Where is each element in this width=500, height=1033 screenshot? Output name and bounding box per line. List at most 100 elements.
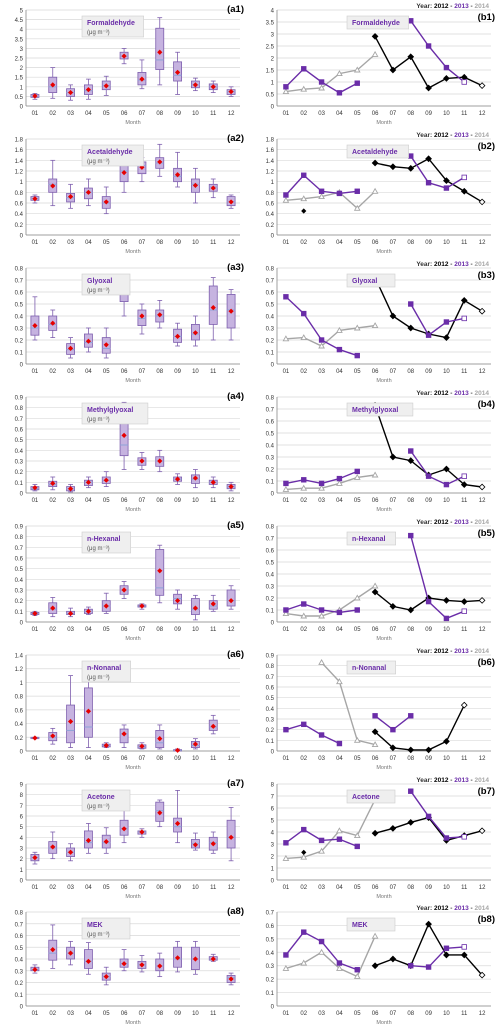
data-point-s2014 xyxy=(353,594,361,601)
x-tick-label: 07 xyxy=(139,756,146,762)
data-point-s2013 xyxy=(461,473,467,479)
x-tick-label: 12 xyxy=(228,1011,235,1017)
data-point-s2013 xyxy=(443,945,450,951)
data-point-s2013 xyxy=(336,960,343,966)
y-tick-label: 1.4 xyxy=(15,654,24,660)
data-point-s2012 xyxy=(389,825,397,832)
x-tick-label: 10 xyxy=(443,885,450,891)
x-tick-label: 08 xyxy=(156,240,163,246)
y-tick-label: 0 xyxy=(20,621,24,627)
data-point-s2012 xyxy=(407,324,415,332)
y-tick-label: 0.7 xyxy=(15,546,24,552)
data-point-s2014 xyxy=(353,832,361,839)
y-tick-label: 0.7 xyxy=(266,537,275,543)
mean-marker xyxy=(210,601,216,607)
x-tick-label: 12 xyxy=(479,369,486,375)
chart-b1: 0 0.5 1 1.5 2 2.5 3 3.5 4 01 02 03 04 05 06 07 08 09 10 11 1… xyxy=(266,3,495,126)
data-point-s2012 xyxy=(478,827,486,835)
chart-b3: 0 0.1 0.2 0.3 0.4 0.5 0.6 0.7 0.8 01 02 03 04 05 06 07 0… xyxy=(266,261,495,384)
unit-label: (μg m⁻³) xyxy=(87,417,110,423)
panel-id-label: (a6) xyxy=(227,649,244,660)
x-tick-label: 08 xyxy=(156,627,163,633)
x-tick-label: 11 xyxy=(210,885,217,891)
compound-name: Acetone xyxy=(87,794,115,801)
y-tick-label: 0.4 xyxy=(15,315,24,321)
mean-marker xyxy=(210,841,216,847)
y-tick-label: 0.5 xyxy=(15,95,24,101)
compound-label: n-Hexanal xyxy=(346,531,397,546)
mean-marker xyxy=(210,956,216,962)
panel-id-label: (b2) xyxy=(478,141,495,152)
series-line-s2014 xyxy=(285,474,376,491)
y-tick-label: 0.3 xyxy=(266,964,275,970)
y-tick-label: 0.6 xyxy=(266,420,275,426)
x-tick-label: 10 xyxy=(443,498,450,504)
mean-marker xyxy=(157,568,163,574)
data-point-s2012 xyxy=(371,33,379,40)
chart-a2: 0 0.2 0.4 0.6 0.8 1 1.2 1.4 1.6 1.8 01 02 03 04 05 06 07… xyxy=(15,133,244,255)
x-tick-label: 12 xyxy=(479,498,486,504)
data-point-s2012 xyxy=(478,307,486,315)
x-tick-label: 08 xyxy=(407,369,414,375)
x-tick-label: 06 xyxy=(372,369,379,375)
y-tick-label: 9 xyxy=(20,783,24,789)
x-tick-label: 02 xyxy=(49,369,56,375)
data-point-s2012 xyxy=(371,588,379,596)
series-line-s2014 xyxy=(285,799,376,860)
y-tick-label: 0 xyxy=(271,492,275,498)
panel-a8: 0 0.1 0.2 0.3 0.4 0.5 0.6 0.7 0.8 01 02 03 04 05 06 07 0… xyxy=(0,902,248,1028)
y-tick-label: 0.8 xyxy=(266,267,275,273)
data-point-s2012 xyxy=(389,955,397,963)
x-tick-label: 01 xyxy=(283,627,290,633)
x-tick-label: 09 xyxy=(174,369,181,375)
x-tick-label: 02 xyxy=(300,240,307,246)
mean-marker xyxy=(174,172,181,178)
y-tick-label: 1.2 xyxy=(15,170,24,176)
x-tick-label: 09 xyxy=(425,1011,432,1017)
mean-marker xyxy=(103,603,109,609)
data-point-s2013 xyxy=(336,90,343,96)
y-tick-label: 0.2 xyxy=(15,339,24,345)
compound-label: n-Nonanal xyxy=(346,660,397,675)
y-tick-label: 0.6 xyxy=(15,934,24,940)
y-tick-label: 0.7 xyxy=(266,408,275,414)
data-point-s2013 xyxy=(283,84,289,90)
y-tick-label: 0.5 xyxy=(266,561,275,567)
x-tick-label: 06 xyxy=(372,240,379,246)
data-point-s2013 xyxy=(283,480,289,487)
x-tick-label: 10 xyxy=(192,756,199,762)
y-tick-label: 0.1 xyxy=(266,739,275,745)
x-tick-label: 07 xyxy=(139,498,146,504)
x-tick-label: 12 xyxy=(228,498,235,504)
x-axis-label: Month xyxy=(125,378,140,384)
data-point-s2013 xyxy=(336,609,343,616)
data-point-s2013 xyxy=(354,843,360,850)
data-point-s2014 xyxy=(282,854,290,861)
y-tick-label: 0.4 xyxy=(15,578,24,584)
x-axis-label: Month xyxy=(376,1020,391,1026)
x-tick-label: 08 xyxy=(156,111,163,117)
y-tick-label: 0.6 xyxy=(15,428,24,434)
compound-name: MEK xyxy=(87,922,103,929)
x-tick-label: 12 xyxy=(479,111,486,117)
data-point-s2013 xyxy=(443,64,450,71)
y-tick-label: 5 xyxy=(271,819,275,825)
compound-name: n-Hexanal xyxy=(87,536,121,543)
panel-id-label: (a8) xyxy=(227,906,244,917)
mean-marker xyxy=(139,743,145,749)
year-legend: Year: 2012 - 2013 - 2014 xyxy=(416,390,489,397)
data-point-s2014 xyxy=(353,972,361,979)
unit-label: (μg m⁻³) xyxy=(87,675,110,681)
y-tick-label: 0.3 xyxy=(15,460,24,466)
x-tick-label: 01 xyxy=(283,756,290,762)
data-point-s2013 xyxy=(390,726,396,733)
x-tick-label: 09 xyxy=(425,756,432,762)
y-tick-label: 0.5 xyxy=(266,303,275,309)
data-point-s2014 xyxy=(371,741,379,748)
data-point-s2014 xyxy=(282,610,290,617)
panel-id-label: (b1) xyxy=(478,12,495,23)
y-tick-label: 0.1 xyxy=(15,351,24,357)
compound-name: Formaldehyde xyxy=(87,20,135,27)
compound-name: n-Nonanal xyxy=(87,665,121,672)
y-tick-label: 0.5 xyxy=(15,438,24,444)
